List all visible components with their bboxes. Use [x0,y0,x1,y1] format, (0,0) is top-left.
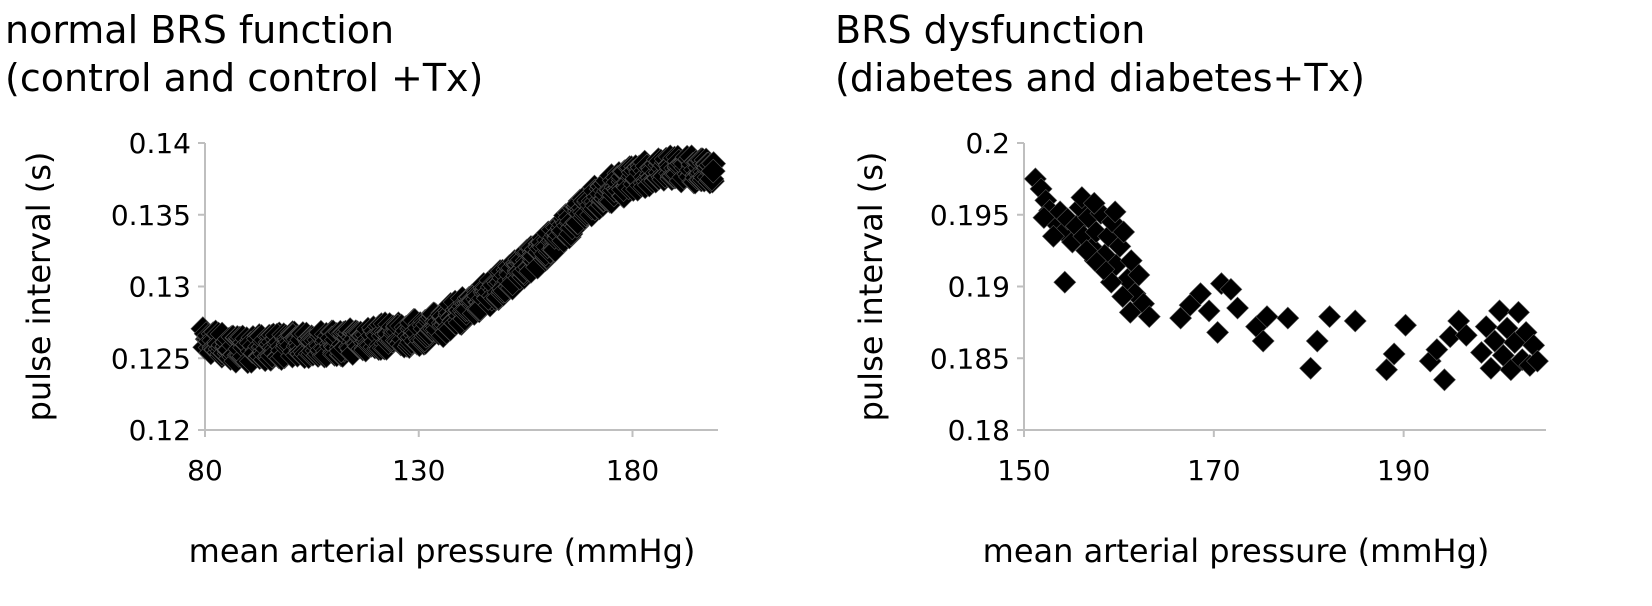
y-tick-label: 0.125 [111,342,191,375]
x-tick-label: 130 [392,454,445,487]
data-point [1474,315,1498,339]
chart-title-left: normal BRS function (control and control… [5,6,483,102]
y-axis-label: pulse interval (s) [20,152,58,422]
y-axis-label: pulse interval (s) [852,152,890,422]
data-point [1343,309,1367,333]
x-tick-label: 150 [997,454,1050,487]
data-point [1103,200,1127,224]
data-point [1118,300,1142,324]
scatter-plot-right: 0.2 0.195 0.19 0.185 0.18 150 170 190 mean arter… [852,127,1549,570]
data-point [1070,186,1094,209]
x-tick-label: 180 [606,454,659,487]
data-point [1375,358,1398,382]
data-point [1032,206,1056,230]
y-tick-label: 0.195 [930,199,1010,232]
y-tick-label: 0.19 [948,271,1010,304]
x-axis-label: mean arterial pressure (mmHg) [189,532,696,570]
x-tick-label: 80 [187,454,223,487]
data-point [1127,263,1151,287]
data-point [1382,342,1406,366]
data-points [1023,167,1549,392]
x-tick-label: 170 [1187,454,1240,487]
data-point [1394,313,1417,337]
data-point [1226,296,1249,320]
data-point [1082,191,1106,215]
x-tick-label: 190 [1377,454,1430,487]
data-point [1299,356,1323,380]
y-tick-label: 0.135 [111,199,191,232]
y-tick-label: 0.18 [948,414,1010,447]
data-point [1507,300,1530,324]
y-tick-label: 0.14 [129,127,191,160]
chart-subtitle-left: (control and control +Tx) [5,56,484,100]
data-point [1041,224,1065,248]
y-tick-label: 0.13 [129,271,191,304]
data-point [1526,349,1549,373]
data-point [1425,338,1449,362]
data-point [1053,270,1077,294]
chart-subtitle-right: (diabetes and diabetes+Tx) [835,56,1365,100]
data-point [1454,323,1478,347]
data-point [1137,305,1161,329]
chart-panel-right: BRS dysfunction (diabetes and diabetes+T… [830,0,1652,606]
y-tick-label: 0.12 [129,414,191,447]
data-point [1206,320,1230,344]
data-point [1305,329,1329,353]
data-point [1197,299,1221,323]
scatter-plot-left: 0.14 0.135 0.13 0.125 0.12 80 130 180 mean arter… [20,127,727,570]
data-point [1479,356,1503,380]
chart-title-right: BRS dysfunction (diabetes and diabetes+T… [835,6,1365,102]
data-point [1318,305,1342,329]
chart-title-left-line1: normal BRS function [5,8,395,52]
data-point [1112,220,1136,244]
data-point [1433,368,1456,392]
data-point [1276,306,1300,330]
data-point [1189,282,1212,306]
x-axis-label: mean arterial pressure (mmHg) [983,532,1490,570]
data-point [1075,239,1099,263]
data-point [1111,285,1135,308]
data-point [1084,220,1108,244]
y-tick-label: 0.185 [930,342,1010,375]
data-point [1209,272,1233,296]
data-point [1219,277,1243,301]
data-point [1483,329,1507,353]
chart-panel-left: normal BRS function (control and control… [0,0,800,606]
data-point [1251,329,1275,353]
data-point [1255,305,1279,329]
data-points [190,144,727,375]
chart-title-right-line1: BRS dysfunction [835,8,1146,52]
data-point [1488,299,1511,323]
y-tick-label: 0.2 [965,127,1010,160]
data-point [700,158,726,184]
data-point [1470,341,1493,364]
